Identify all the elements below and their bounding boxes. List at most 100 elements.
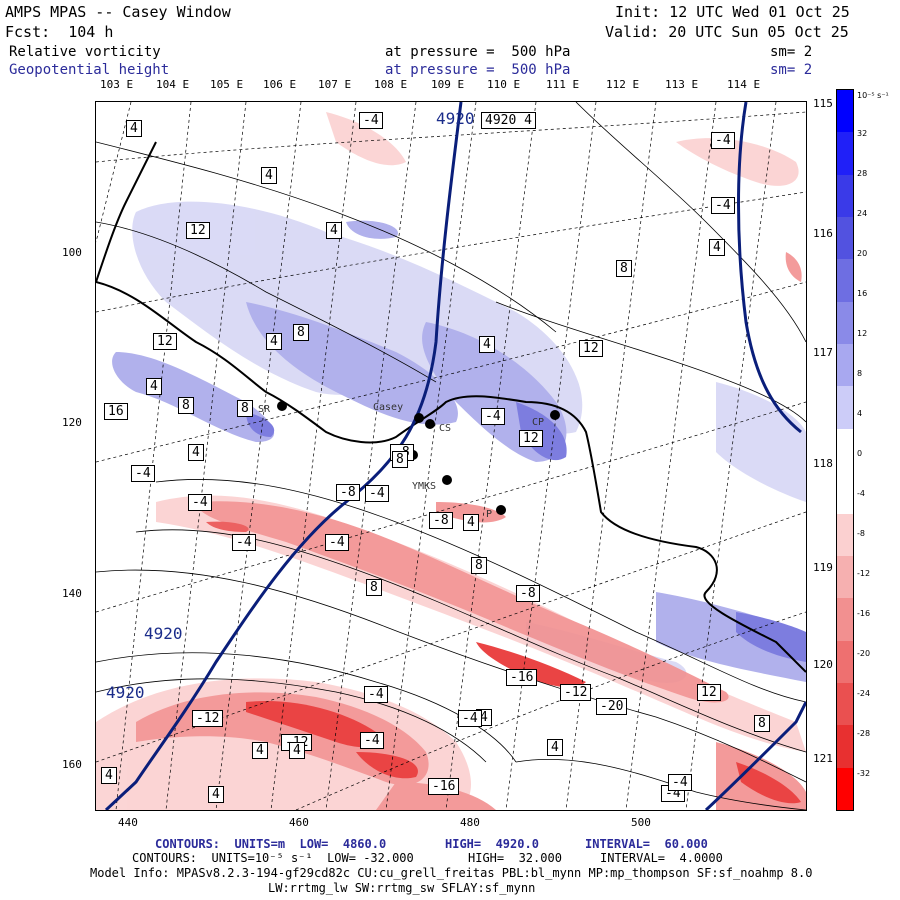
vorticity-contour-label: 4 bbox=[146, 378, 162, 395]
vorticity-contour-label: 4 bbox=[188, 444, 204, 461]
footer-height-contours: CONTOURS: UNITS=m LOW= 4860.0 bbox=[155, 837, 387, 851]
colorbar-swatch bbox=[837, 725, 853, 768]
top-lon-label: 107 E bbox=[318, 78, 352, 91]
field2-level: at pressure = 500 hPa bbox=[385, 62, 571, 78]
colorbar-swatch bbox=[837, 640, 853, 683]
station-label-ymks: YMKS bbox=[412, 481, 437, 492]
x-tick-label: 460 bbox=[289, 816, 309, 829]
vorticity-contour-label: 8 bbox=[471, 557, 487, 574]
x-tick-label: 440 bbox=[118, 816, 138, 829]
top-lon-label: 103 E bbox=[100, 78, 134, 91]
colorbar-label: 24 bbox=[857, 209, 868, 218]
lat-lon-grid bbox=[96, 102, 806, 810]
vorticity-contour-label: 4 bbox=[261, 167, 277, 184]
station-label-cs: CS bbox=[439, 423, 452, 434]
colorbar-label: -20 bbox=[857, 649, 871, 658]
vorticity-contour-label: 4 bbox=[126, 120, 142, 137]
station-label-p: P bbox=[486, 509, 493, 520]
field2-smoothing: sm= 2 bbox=[770, 62, 813, 78]
colorbar-swatch bbox=[837, 301, 853, 345]
vorticity-contour-label: -8 bbox=[429, 512, 453, 529]
footer-vort-interval: INTERVAL= 4.0000 bbox=[600, 851, 723, 865]
colorbar-label: 8 bbox=[857, 369, 863, 378]
colorbar-label: 12 bbox=[857, 329, 868, 338]
model-info-2: LW:rrtmg_lw SW:rrtmg_sw SFLAY:sf_mynn bbox=[268, 881, 536, 895]
station-marker-cp bbox=[550, 410, 560, 420]
height-contour-label: 4920 bbox=[106, 683, 145, 702]
vorticity-contour-label: -12 bbox=[560, 684, 592, 701]
footer-height-interval: INTERVAL= 60.000 bbox=[585, 837, 708, 851]
coastline bbox=[96, 281, 806, 673]
station-marker-ymks bbox=[442, 475, 452, 485]
colorbar-swatch bbox=[837, 471, 853, 514]
y-tick-label: 100 bbox=[62, 246, 82, 259]
vorticity-contour-label: 4 bbox=[252, 742, 268, 759]
vorticity-contour-label: 12 bbox=[697, 684, 721, 701]
vorticity-contour-label: -8 bbox=[516, 585, 540, 602]
colorbar-label: -32 bbox=[857, 769, 871, 778]
vorticity-contour-label: 8 bbox=[754, 715, 770, 732]
vorticity-contour-label: 12 bbox=[186, 222, 210, 239]
footer-vort-contours: CONTOURS: UNITS=10⁻⁵ s⁻¹ LOW= -32.000 bbox=[132, 851, 414, 865]
colorbar-swatch bbox=[837, 132, 853, 175]
vorticity-contour-label: -4 bbox=[365, 485, 389, 502]
vorticity-contour-label: -8 bbox=[336, 484, 360, 501]
colorbar-swatch bbox=[837, 767, 853, 810]
vorticity-contour-label: 8 bbox=[237, 400, 253, 417]
forecast-hour: Fcst: 104 h bbox=[5, 23, 114, 41]
init-time: Init: 12 UTC Wed 01 Oct 25 bbox=[615, 3, 850, 21]
vorticity-contour-label: 12 bbox=[579, 340, 603, 357]
colorbar-label: 4 bbox=[857, 409, 863, 418]
colorbar-label: -12 bbox=[857, 569, 871, 578]
colorbar-label: 0 bbox=[857, 449, 863, 458]
top-lon-label: 106 E bbox=[263, 78, 297, 91]
field1-smoothing: sm= 2 bbox=[770, 44, 813, 60]
vorticity-contour-label: 4 bbox=[463, 514, 479, 531]
top-lon-label: 113 E bbox=[665, 78, 699, 91]
field2-name: Geopotential height bbox=[9, 62, 170, 78]
vorticity-contours bbox=[96, 102, 806, 810]
vorticity-contour-label: -16 bbox=[428, 778, 460, 795]
model-info: Model Info: MPASv8.2.3-194-gf29cd82c CU:… bbox=[90, 866, 813, 880]
vorticity-contour-label: 4 bbox=[266, 333, 282, 350]
vorticity-contour-label: 4 bbox=[479, 336, 495, 353]
vorticity-contour-label: -20 bbox=[596, 698, 628, 715]
vorticity-contour-label: 12 bbox=[519, 430, 543, 447]
vorticity-contour-label: 8 bbox=[178, 397, 194, 414]
vorticity-contour-label: -4 bbox=[711, 132, 735, 149]
top-lon-label: 111 E bbox=[546, 78, 580, 91]
colorbar-label: -24 bbox=[857, 689, 871, 698]
vorticity-contour-label: 4 bbox=[709, 239, 725, 256]
vorticity-contour-label: -4 bbox=[458, 710, 482, 727]
height-contour-label: 4920 bbox=[144, 624, 183, 643]
vorticity-contour-label: 4 bbox=[208, 786, 224, 803]
station-label-cp: CP bbox=[532, 417, 545, 428]
y-tick-label: 120 bbox=[62, 416, 82, 429]
colorbar-swatch bbox=[837, 513, 853, 556]
vorticity-contour-label: -4 bbox=[364, 686, 388, 703]
colorbar-label: -8 bbox=[857, 529, 865, 538]
colorbar-label: 32 bbox=[857, 129, 868, 138]
colorbar-swatch bbox=[837, 259, 853, 302]
vorticity-contour-label: -4 bbox=[359, 112, 383, 129]
colorbar-label: -4 bbox=[857, 489, 865, 498]
vorticity-contour-label: 8 bbox=[293, 324, 309, 341]
colorbar-swatch bbox=[837, 555, 853, 599]
vorticity-contour-label: -16 bbox=[506, 669, 538, 686]
vorticity-contour-label: -12 bbox=[192, 710, 224, 727]
vorticity-contour-label: 8 bbox=[616, 260, 632, 277]
y-tick-label: 160 bbox=[62, 758, 82, 771]
colorbar-swatch bbox=[837, 90, 853, 133]
map-title: AMPS MPAS -- Casey Window bbox=[5, 3, 231, 21]
vorticity-contour-label: -4 bbox=[188, 494, 212, 511]
colorbar-unit: 10⁻⁵ s⁻¹ bbox=[857, 91, 889, 100]
field1-name: Relative vorticity bbox=[9, 44, 161, 60]
x-tick-label: 500 bbox=[631, 816, 651, 829]
station-label-sr: SR bbox=[258, 404, 271, 415]
vorticity-contour-label: 4 bbox=[547, 739, 563, 756]
colorbar-swatch bbox=[837, 598, 853, 641]
field1-level: at pressure = 500 hPa bbox=[385, 44, 571, 60]
colorbar-swatch bbox=[837, 217, 853, 260]
vorticity-contour-label: 16 bbox=[104, 403, 128, 420]
station-marker-cs bbox=[425, 419, 435, 429]
